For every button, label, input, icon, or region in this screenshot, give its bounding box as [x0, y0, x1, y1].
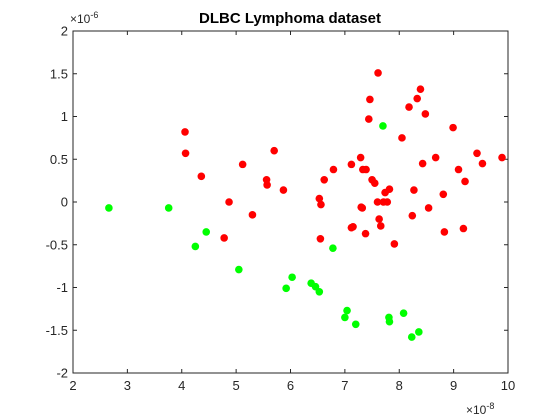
data-point	[398, 134, 406, 142]
data-point	[375, 215, 383, 223]
data-point	[181, 128, 189, 136]
data-points	[105, 69, 506, 341]
data-point	[383, 198, 392, 206]
data-point	[197, 172, 206, 181]
data-point	[343, 306, 351, 315]
y-tick-label: 2	[61, 24, 68, 39]
data-point	[385, 185, 394, 193]
data-point	[362, 165, 370, 174]
data-point	[376, 222, 385, 230]
y-axis-exponent: ×10-6	[70, 10, 98, 26]
data-point	[351, 320, 360, 329]
data-point	[317, 200, 325, 209]
y-tick-label: -0.5	[46, 237, 68, 252]
x-tick-label: 7	[341, 378, 348, 393]
x-axis-exponent: ×10-8	[466, 401, 494, 417]
data-point	[320, 175, 329, 184]
data-point	[373, 198, 382, 206]
y-tick-label: 1.5	[50, 66, 68, 81]
data-point	[347, 160, 356, 169]
data-point	[316, 234, 325, 243]
data-point	[410, 186, 418, 194]
data-point	[225, 198, 233, 206]
data-point	[191, 242, 200, 251]
data-point	[459, 224, 468, 233]
data-point	[181, 149, 190, 158]
y-tick-label: -1	[56, 280, 68, 295]
y-tick-label: -1.5	[46, 323, 68, 338]
x-tick-label: 6	[287, 378, 294, 393]
y-tick-label: 0	[61, 195, 68, 210]
y-tick-label: -2	[56, 366, 68, 381]
data-point	[461, 177, 469, 186]
data-point	[235, 265, 243, 274]
data-point	[370, 179, 379, 187]
data-point	[416, 85, 425, 93]
data-point	[349, 222, 357, 231]
data-point	[405, 103, 413, 111]
data-point	[315, 287, 324, 296]
x-tick-label: 9	[450, 378, 457, 393]
data-point	[421, 110, 430, 118]
data-point	[399, 309, 408, 317]
data-point	[439, 190, 448, 199]
data-point	[248, 211, 257, 219]
y-tick-label: 1	[61, 109, 68, 124]
data-point	[473, 149, 481, 158]
x-tick-label: 8	[396, 378, 403, 393]
data-point	[263, 181, 271, 189]
data-point	[407, 333, 416, 341]
data-point	[282, 284, 290, 293]
x-tick-label: 10	[501, 378, 515, 393]
data-point	[498, 153, 506, 162]
y-axis: 2 1.5 1 0.5 0 -0.5 -1 -1.5 -2	[46, 24, 508, 381]
data-point	[390, 240, 399, 248]
data-point	[361, 229, 370, 238]
data-point	[413, 94, 421, 103]
data-point	[270, 146, 278, 155]
data-point	[365, 115, 373, 123]
data-point	[341, 313, 349, 322]
data-point	[424, 204, 433, 212]
plot-frame	[72, 30, 509, 374]
data-point	[220, 234, 228, 242]
data-point	[288, 273, 296, 282]
data-point	[431, 153, 440, 162]
data-point	[478, 159, 487, 168]
data-point	[379, 122, 387, 130]
chart-title: DLBC Lymphoma dataset	[199, 10, 381, 27]
series-1	[181, 69, 506, 248]
data-point	[449, 123, 457, 132]
data-point	[164, 204, 173, 212]
series-2	[105, 122, 423, 341]
data-point	[418, 159, 427, 168]
data-point	[356, 153, 365, 162]
data-point	[415, 328, 423, 336]
x-axis: 2 3 4 5 6 7 8 9 10	[69, 31, 515, 393]
y-tick-label: 0.5	[50, 152, 68, 167]
data-point	[408, 211, 417, 220]
data-point	[279, 186, 288, 194]
x-tick-label: 4	[178, 378, 185, 393]
data-point	[329, 244, 337, 252]
data-point	[329, 165, 338, 174]
data-point	[454, 165, 463, 174]
data-point	[440, 228, 449, 236]
plot-area	[72, 30, 509, 374]
x-tick-label: 5	[233, 378, 240, 393]
data-point	[105, 204, 113, 212]
data-point	[238, 160, 247, 169]
x-tick-label: 2	[69, 378, 76, 393]
data-point	[315, 194, 324, 203]
data-point	[385, 317, 394, 326]
data-point	[358, 204, 367, 212]
data-point	[366, 95, 374, 104]
data-point	[202, 228, 211, 236]
data-point	[374, 69, 382, 77]
x-tick-label: 3	[124, 378, 131, 393]
